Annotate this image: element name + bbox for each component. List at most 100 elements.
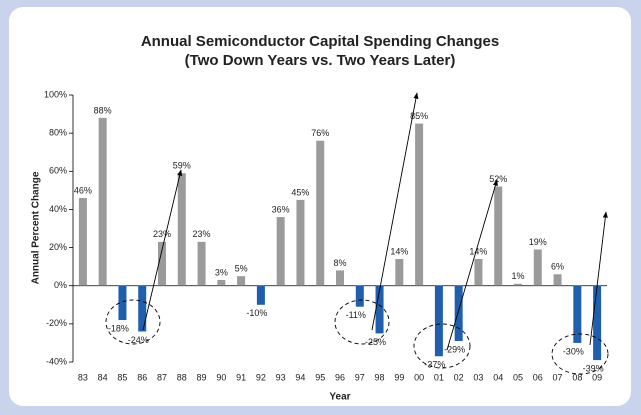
value-label: 19% bbox=[529, 237, 547, 247]
y-tick-label: 20% bbox=[49, 242, 67, 252]
x-tick-label: 91 bbox=[236, 372, 246, 382]
arrow bbox=[446, 179, 498, 351]
value-label: 52% bbox=[489, 174, 507, 184]
bar bbox=[415, 123, 424, 286]
chart-title: Annual Semiconductor Capital Spending Ch… bbox=[141, 33, 499, 50]
value-label: -24% bbox=[128, 335, 149, 345]
value-label: -30% bbox=[563, 346, 584, 356]
arrow bbox=[589, 211, 608, 346]
value-label: 46% bbox=[74, 185, 92, 195]
bar bbox=[355, 285, 364, 307]
value-label: -39% bbox=[583, 363, 604, 373]
x-tick-label: 87 bbox=[157, 372, 167, 382]
x-tick-label: 95 bbox=[315, 372, 325, 382]
value-label: 88% bbox=[94, 105, 112, 115]
y-tick-label: 80% bbox=[49, 128, 67, 138]
x-tick-label: 84 bbox=[98, 372, 108, 382]
x-tick-label: 83 bbox=[78, 372, 88, 382]
value-label: -18% bbox=[108, 323, 129, 333]
x-tick-label: 94 bbox=[295, 372, 305, 382]
x-tick-label: 09 bbox=[592, 372, 602, 382]
bar bbox=[395, 259, 404, 286]
bar bbox=[138, 285, 147, 332]
x-tick-label: 98 bbox=[375, 372, 385, 382]
x-tick-label: 85 bbox=[117, 372, 127, 382]
bar bbox=[276, 217, 285, 286]
value-label: 14% bbox=[469, 246, 487, 256]
bar bbox=[533, 249, 542, 286]
value-label: 1% bbox=[511, 271, 524, 281]
value-label: -10% bbox=[246, 308, 267, 318]
bar bbox=[256, 285, 265, 305]
bar bbox=[197, 241, 206, 286]
bar bbox=[375, 285, 384, 334]
value-label: -29% bbox=[444, 344, 465, 354]
value-label: 8% bbox=[333, 258, 346, 268]
y-tick-label: 100% bbox=[44, 89, 67, 99]
x-tick-label: 86 bbox=[137, 372, 147, 382]
bar bbox=[217, 279, 226, 286]
highlight-circle bbox=[334, 299, 390, 345]
x-tick-label: 02 bbox=[454, 372, 464, 382]
y-axis-title: Annual Percent Change bbox=[31, 171, 42, 284]
y-tick-label: 40% bbox=[49, 204, 67, 214]
highlight-circle bbox=[413, 323, 471, 369]
x-tick-label: 96 bbox=[335, 372, 345, 382]
value-label: 36% bbox=[272, 204, 290, 214]
bar bbox=[78, 197, 87, 286]
bar bbox=[553, 274, 562, 286]
x-tick-label: 90 bbox=[216, 372, 226, 382]
x-tick-label: 89 bbox=[197, 372, 207, 382]
x-tick-label: 07 bbox=[553, 372, 563, 382]
y-tick-label: 0% bbox=[54, 280, 67, 290]
x-tick-label: 05 bbox=[513, 372, 523, 382]
value-label: -11% bbox=[346, 310, 366, 320]
highlight-circle bbox=[105, 299, 161, 345]
value-label: 5% bbox=[235, 264, 248, 274]
chart-subtitle: (Two Down Years vs. Two Years Later) bbox=[185, 52, 456, 69]
highlight-circle bbox=[551, 333, 609, 375]
y-tick-label: -40% bbox=[46, 356, 67, 366]
value-label: 3% bbox=[215, 267, 228, 277]
bar bbox=[158, 241, 166, 286]
x-tick-label: 99 bbox=[394, 372, 404, 382]
bar bbox=[296, 199, 305, 286]
x-tick-label: 93 bbox=[276, 372, 286, 382]
value-label: 23% bbox=[193, 229, 211, 239]
value-label: 45% bbox=[291, 187, 309, 197]
bar bbox=[336, 270, 344, 286]
x-tick-label: 04 bbox=[493, 372, 503, 382]
y-tick-label: 60% bbox=[49, 166, 67, 176]
x-tick-label: 06 bbox=[533, 372, 543, 382]
bar bbox=[98, 117, 107, 286]
arrow bbox=[371, 92, 419, 331]
bar bbox=[474, 259, 483, 286]
bar bbox=[454, 285, 463, 342]
arrow bbox=[142, 169, 183, 331]
bar bbox=[434, 285, 443, 357]
y-tick-label: -20% bbox=[46, 318, 67, 328]
bar bbox=[514, 283, 522, 286]
x-axis-title: Year bbox=[329, 392, 350, 403]
x-tick-label: 00 bbox=[414, 372, 424, 382]
bar bbox=[593, 285, 602, 361]
bar bbox=[177, 173, 186, 286]
value-label: 23% bbox=[153, 229, 171, 239]
x-tick-label: 01 bbox=[434, 372, 444, 382]
bar bbox=[316, 140, 325, 286]
bar bbox=[573, 285, 582, 343]
bar bbox=[237, 276, 246, 286]
value-label: 76% bbox=[311, 128, 329, 138]
value-label: 6% bbox=[551, 262, 564, 272]
value-label: 14% bbox=[390, 246, 408, 256]
x-tick-label: 92 bbox=[256, 372, 266, 382]
value-label: 59% bbox=[173, 161, 191, 171]
bar bbox=[118, 285, 127, 321]
x-tick-label: 08 bbox=[572, 372, 582, 382]
x-tick-label: 88 bbox=[177, 372, 187, 382]
value-label: -37% bbox=[424, 360, 445, 370]
value-label: -25% bbox=[365, 337, 386, 347]
bar bbox=[494, 186, 503, 286]
x-tick-label: 03 bbox=[473, 372, 483, 382]
